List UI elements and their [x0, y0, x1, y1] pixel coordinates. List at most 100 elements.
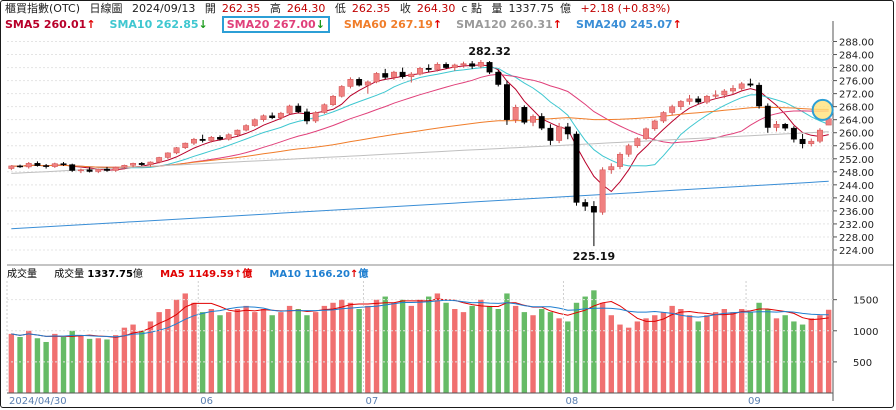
low-value: 262.35 [351, 2, 391, 15]
volume-bar [95, 338, 101, 393]
candle-body [773, 123, 780, 128]
volume-bar [52, 333, 58, 393]
candle-body [756, 84, 763, 107]
candle-body [799, 138, 806, 145]
vol-unit: 億 [132, 269, 143, 280]
candle-body [703, 95, 710, 103]
price-tick-label: 276.00 [839, 77, 874, 88]
candle-body [347, 79, 354, 87]
volume-bar [599, 302, 606, 393]
candle-body [164, 152, 171, 158]
ma10-arrow: ↑ [350, 269, 359, 280]
volume-bar [721, 309, 728, 393]
candle-body [199, 138, 206, 141]
volume-bar [773, 318, 780, 393]
candle-body [130, 163, 137, 166]
volume-bar [382, 296, 388, 393]
ma-legend-sma5: SMA5 260.01↑ [5, 18, 96, 31]
candle-body [173, 147, 180, 154]
ma10-value: 1166.20 [304, 269, 351, 280]
volume-bar [669, 305, 675, 393]
candle-body [225, 134, 232, 140]
candle-body [390, 71, 397, 78]
price-tick-label: 264.00 [839, 116, 874, 127]
volume-bar [399, 299, 406, 393]
volume-bar [634, 321, 641, 393]
volume-bar [112, 335, 119, 393]
candle-body [538, 116, 545, 129]
candle-body [530, 116, 536, 123]
candle-body [486, 62, 493, 73]
candle-body [504, 84, 510, 120]
price-annotation: 225.19 [573, 250, 615, 263]
ma-arrow: ↑ [552, 18, 562, 31]
volume-bar [330, 302, 336, 393]
candle-body [69, 164, 76, 171]
volume-bar [660, 312, 667, 393]
volume-bar [765, 309, 771, 393]
candle-body [686, 98, 693, 102]
candle-body [86, 169, 93, 172]
volume-bar [460, 312, 467, 393]
candle-body [669, 106, 676, 113]
price-tick-label: 252.00 [839, 155, 874, 166]
high-label: 高 [269, 2, 281, 15]
ma5-value: 1149.59 [188, 269, 234, 280]
candle-body [104, 168, 110, 171]
candle-body [747, 83, 754, 86]
volume-bar [226, 312, 232, 393]
volume-bar [652, 315, 658, 393]
candle-body [660, 112, 667, 122]
price-tick-label: 240.00 [839, 194, 874, 205]
ma-arrow: ↑ [86, 18, 96, 31]
volume-bar [347, 302, 354, 393]
volume-bar [695, 321, 701, 393]
volume-bar [43, 341, 49, 393]
price-tick-label: 260.00 [839, 129, 874, 140]
ma-legend-sma10: SMA10 262.85↓ [109, 18, 208, 31]
candle-body [617, 153, 623, 167]
candle-body [425, 67, 432, 70]
candle-body [417, 67, 423, 75]
volume-bar [417, 299, 423, 393]
candle-body [112, 166, 119, 171]
candle-body [60, 163, 67, 165]
volume-bar [356, 309, 362, 393]
volume-bar [452, 309, 458, 393]
candle-body [338, 86, 345, 97]
volume-label: 量 [491, 2, 503, 15]
candle-body [738, 83, 745, 89]
candle-body [808, 140, 815, 145]
price-tick-label: 268.00 [839, 103, 874, 114]
volume-bar [365, 305, 371, 393]
volume-value: 1337.75 [508, 2, 554, 15]
open-label: 開 [204, 2, 216, 15]
candle-body [512, 107, 519, 120]
volume-bar [739, 309, 745, 393]
grid [7, 21, 893, 401]
ma-legend-sma120: SMA120 260.31↑ [456, 18, 562, 31]
volume-bar [173, 299, 180, 393]
volume-bar [443, 302, 449, 393]
candle-body [434, 64, 441, 70]
quote-header: 櫃買指數(OTC) 日線圖 2024/09/13 開 262.35 高 264.30… [5, 2, 676, 16]
volume-bar [425, 296, 432, 393]
volume-bar [121, 327, 128, 393]
candles [8, 60, 832, 247]
candle-body [304, 111, 310, 122]
series-line-sma20 [11, 73, 829, 168]
candle-body [721, 90, 728, 96]
ma10-label: MA10 [269, 269, 301, 280]
volume-bar [295, 309, 301, 393]
ma10-unit: 億 [358, 269, 369, 280]
volume-bar [486, 305, 493, 393]
volume-unit: 億 [559, 2, 571, 15]
chart-kind: 日線圖 [89, 2, 123, 15]
volume-bar [286, 305, 293, 393]
candle-body [790, 127, 797, 140]
x-tick-label: 08 [565, 396, 578, 407]
high-value: 264.30 [286, 2, 326, 15]
volume-bar [678, 309, 684, 393]
volume-bar [156, 312, 162, 393]
